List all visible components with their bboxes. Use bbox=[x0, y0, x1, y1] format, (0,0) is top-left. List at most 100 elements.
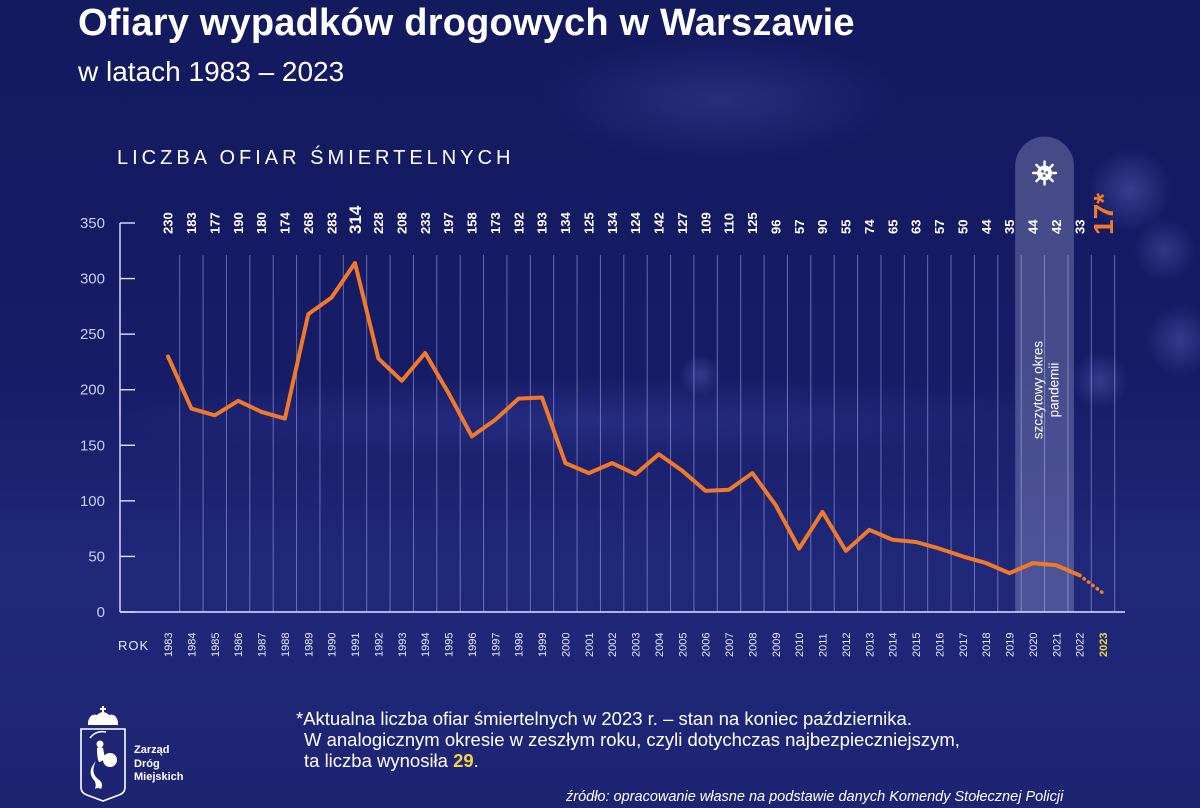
y-tick-label: 50 bbox=[88, 548, 105, 565]
y-tick-label: 200 bbox=[80, 382, 105, 399]
x-tick-label-2007: 2007 bbox=[724, 633, 736, 657]
series-line-projection bbox=[1077, 573, 1105, 595]
y-tick-label: 250 bbox=[80, 326, 105, 343]
x-tick-label-1991: 1991 bbox=[350, 633, 362, 657]
value-label-1992: 228 bbox=[371, 212, 386, 234]
x-tick-label-1994: 1994 bbox=[420, 633, 432, 657]
value-label-1998: 192 bbox=[511, 212, 526, 234]
y-tick-label: 300 bbox=[80, 271, 105, 288]
x-tick-label-1985: 1985 bbox=[210, 633, 222, 657]
value-label-1984: 183 bbox=[184, 212, 199, 234]
value-label-2014: 65 bbox=[885, 220, 900, 234]
x-tick-label-2022: 2022 bbox=[1075, 633, 1087, 657]
virus-dot bbox=[1045, 171, 1049, 174]
value-label-2005: 127 bbox=[675, 212, 690, 234]
footnote-line-3-suffix: . bbox=[473, 750, 479, 771]
value-label-1991: 314 bbox=[346, 205, 365, 234]
y-tick-label: 350 bbox=[80, 215, 105, 232]
x-tick-label-2006: 2006 bbox=[701, 633, 713, 657]
y-tick-label: 0 bbox=[97, 604, 105, 621]
value-label-1996: 158 bbox=[465, 212, 480, 234]
value-label-1997: 173 bbox=[488, 212, 503, 234]
value-label-2018: 44 bbox=[979, 219, 994, 234]
pandemic-band bbox=[1015, 136, 1074, 612]
x-tick-label-1986: 1986 bbox=[233, 633, 245, 657]
value-label-2019: 35 bbox=[1002, 220, 1017, 234]
x-tick-label-2009: 2009 bbox=[771, 633, 783, 657]
x-axis-title: ROK bbox=[118, 638, 149, 653]
x-tick-label-1990: 1990 bbox=[327, 633, 339, 657]
value-label-2023: 17* bbox=[1088, 193, 1119, 235]
value-label-1995: 197 bbox=[441, 212, 456, 234]
value-label-2001: 125 bbox=[581, 212, 596, 234]
value-label-2015: 63 bbox=[909, 220, 924, 234]
footnote-line-1: *Aktualna liczba ofiar śmiertelnych w 20… bbox=[296, 708, 912, 729]
x-tick-label-1992: 1992 bbox=[373, 633, 385, 657]
y-axis-title: LICZBA OFIAR ŚMIERTELNYCH bbox=[117, 147, 515, 169]
value-label-2022: 33 bbox=[1072, 220, 1087, 234]
pandemic-annotation-line-2: pandemii bbox=[1047, 363, 1062, 418]
x-tick-label-1997: 1997 bbox=[490, 633, 502, 657]
chart-title: Ofiary wypadków drogowych w Warszawie bbox=[78, 2, 855, 44]
x-tick-label-2016: 2016 bbox=[934, 633, 946, 657]
pandemic-annotation-label: szczytowy okrespandemii bbox=[1031, 341, 1062, 440]
value-label-2020: 44 bbox=[1026, 219, 1041, 234]
x-tick-label-2012: 2012 bbox=[841, 633, 853, 657]
value-label-2003: 124 bbox=[628, 212, 643, 234]
value-label-1994: 233 bbox=[418, 212, 433, 234]
x-tick-label-2008: 2008 bbox=[747, 633, 759, 657]
value-label-2010: 57 bbox=[792, 220, 807, 234]
series-line-layer bbox=[166, 261, 1105, 595]
value-label-2002: 134 bbox=[605, 212, 620, 234]
x-tick-label-2013: 2013 bbox=[864, 633, 876, 657]
x-tick-label-1999: 1999 bbox=[537, 633, 549, 657]
y-tick-label: 100 bbox=[80, 493, 105, 510]
x-tick-label-2018: 2018 bbox=[981, 633, 993, 657]
value-label-2017: 50 bbox=[955, 220, 970, 234]
x-tick-label-1995: 1995 bbox=[444, 633, 456, 657]
warsaw-mermaid-crest-icon bbox=[80, 706, 126, 802]
value-label-2000: 134 bbox=[558, 212, 573, 234]
pandemic-annotation-line-1: szczytowy okres bbox=[1031, 341, 1046, 440]
x-tick-label-2015: 2015 bbox=[911, 633, 923, 657]
source-note: źródło: opracowanie własne na podstawie … bbox=[566, 789, 1064, 805]
x-tick-label-2002: 2002 bbox=[607, 633, 619, 657]
x-tick-label-2014: 2014 bbox=[888, 633, 900, 657]
x-tick-label-2000: 2000 bbox=[560, 633, 572, 657]
value-label-2016: 57 bbox=[932, 220, 947, 234]
x-tick-label-2020: 2020 bbox=[1028, 633, 1040, 657]
logo-line-3: Miejskich bbox=[134, 771, 184, 783]
value-label-1989: 268 bbox=[301, 212, 316, 234]
y-axis: 0 50 100 150 200 250 300 350 bbox=[80, 215, 1125, 621]
x-axis-tick-labels: 1983 1984 1985 1986 1987 1988 1989 1990 1991 1992… bbox=[118, 633, 1110, 657]
virus-spike bbox=[1035, 163, 1041, 170]
value-label-2011: 90 bbox=[815, 220, 830, 234]
pandemic-band-layer: szczytowy okrespandemii bbox=[1015, 136, 1074, 612]
footnote-line-3-prefix: ta liczba wynosiła bbox=[304, 750, 454, 771]
value-label-2008: 125 bbox=[745, 212, 760, 234]
virus-spike bbox=[1048, 176, 1054, 183]
y-tick-label: 150 bbox=[80, 437, 105, 454]
value-label-2013: 74 bbox=[862, 219, 877, 234]
virus-body bbox=[1037, 165, 1053, 181]
value-label-2012: 55 bbox=[839, 220, 854, 234]
series-line bbox=[166, 261, 1082, 578]
value-label-2004: 142 bbox=[652, 212, 667, 234]
value-label-1987: 180 bbox=[254, 212, 269, 234]
value-label-2009: 96 bbox=[768, 220, 783, 234]
value-label-1985: 177 bbox=[207, 212, 222, 234]
value-label-1983: 230 bbox=[161, 212, 176, 234]
x-tick-label-1984: 1984 bbox=[186, 633, 198, 657]
x-tick-label-1998: 1998 bbox=[514, 633, 526, 657]
footnote: *Aktualna liczba ofiar śmiertelnych w 20… bbox=[296, 708, 1056, 771]
x-tick-label-2017: 2017 bbox=[958, 633, 970, 657]
virus-icon bbox=[1031, 160, 1058, 186]
x-tick-label-1983: 1983 bbox=[163, 633, 175, 657]
value-label-2007: 110 bbox=[722, 213, 737, 234]
footnote-line-2: W analogicznym okresie w zeszłym roku, c… bbox=[304, 729, 960, 750]
x-tick-label-2003: 2003 bbox=[631, 633, 643, 657]
logo-line-2: Dróg bbox=[134, 757, 160, 770]
x-tick-label-1993: 1993 bbox=[397, 633, 409, 657]
value-label-2006: 109 bbox=[698, 212, 713, 234]
x-tick-label-2021: 2021 bbox=[1051, 633, 1063, 657]
